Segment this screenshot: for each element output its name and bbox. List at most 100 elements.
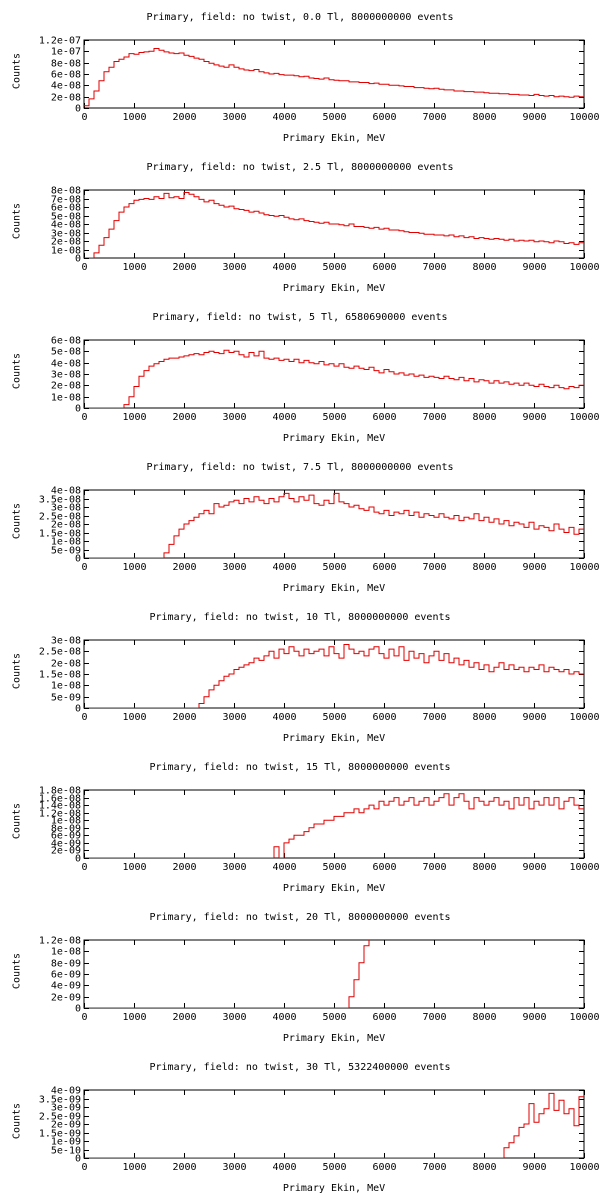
x-tick-label: 0: [81, 1012, 87, 1023]
y-tick-label: 0: [75, 254, 81, 265]
x-tick-label: 1000: [122, 1162, 146, 1173]
x-tick-label: 0: [81, 712, 87, 723]
y-tick-label: 2.5e-08: [39, 647, 81, 658]
x-tick-label: 4000: [272, 1162, 296, 1173]
y-tick-label: 0: [75, 1154, 81, 1165]
y-tick-label: 8e-09: [51, 959, 81, 970]
y-tick-label: 1.5e-08: [39, 529, 81, 540]
y-tick-label: 6e-08: [51, 203, 81, 214]
y-tick-label: 0: [75, 704, 81, 715]
y-tick-label: 4e-08: [51, 220, 81, 231]
y-tick-label: 1.4e-08: [39, 801, 81, 812]
y-tick-label: 1e-08: [51, 537, 81, 548]
y-tick-label: 6e-08: [51, 70, 81, 81]
histogram-panel: Primary, field: no twist, 15 Tl, 8000000…: [0, 750, 600, 900]
x-tick-label: 10000: [569, 712, 599, 723]
y-tick-label: 6e-09: [51, 831, 81, 842]
x-tick-label: 1000: [122, 262, 146, 273]
y-tick-label: 4e-09: [51, 981, 81, 992]
y-tick-label: 1e-08: [51, 681, 81, 692]
y-tick-label: 8e-08: [51, 59, 81, 70]
y-tick-label: 3.5e-09: [39, 1095, 81, 1106]
histogram-panel: Primary, field: no twist, 30 Tl, 5322400…: [0, 1050, 600, 1200]
histogram-panel: Primary, field: no twist, 20 Tl, 8000000…: [0, 900, 600, 1050]
histogram-series: [84, 644, 584, 708]
x-tick-label: 10000: [569, 112, 599, 123]
x-tick-label: 5000: [322, 562, 346, 573]
x-tick-label: 7000: [422, 1012, 446, 1023]
x-tick-label: 4000: [272, 262, 296, 273]
y-tick-label: 1.8e-08: [39, 786, 81, 797]
x-axis-label: Primary Ekin, MeV: [282, 283, 386, 294]
x-tick-label: 4000: [272, 1012, 296, 1023]
y-axis-label: Counts: [11, 202, 23, 240]
y-axis-label: Counts: [11, 802, 23, 840]
histogram-chart: 01e-082e-083e-084e-085e-086e-087e-088e-0…: [51, 186, 600, 274]
x-tick-label: 7000: [422, 862, 446, 873]
x-tick-label: 1000: [122, 712, 146, 723]
x-tick-label: 8000: [472, 712, 496, 723]
x-tick-label: 2000: [172, 562, 196, 573]
y-axis-label: Counts: [11, 352, 23, 390]
x-tick-label: 4000: [272, 862, 296, 873]
y-tick-label: 1.6e-08: [39, 794, 81, 805]
y-tick-label: 1e-08: [51, 947, 81, 958]
y-tick-label: 3e-08: [51, 503, 81, 514]
x-tick-label: 8000: [472, 562, 496, 573]
y-tick-label: 1.2e-08: [39, 809, 81, 820]
histogram-panel: Primary, field: no twist, 2.5 Tl, 800000…: [0, 150, 600, 300]
x-tick-label: 2000: [172, 712, 196, 723]
x-tick-label: 6000: [372, 712, 396, 723]
x-tick-label: 6000: [372, 112, 396, 123]
y-tick-label: 4e-09: [51, 839, 81, 850]
plot-title: Primary, field: no twist, 7.5 Tl, 800000…: [146, 462, 454, 473]
x-tick-label: 8000: [472, 1012, 496, 1023]
x-axis-label: Primary Ekin, MeV: [282, 583, 386, 594]
x-tick-label: 8000: [472, 862, 496, 873]
x-tick-label: 9000: [522, 262, 546, 273]
y-tick-label: 5e-09: [51, 693, 81, 704]
x-tick-label: 3000: [222, 112, 246, 123]
y-tick-label: 0: [75, 404, 81, 415]
plot-title: Primary, field: no twist, 2.5 Tl, 800000…: [146, 162, 454, 173]
x-tick-label: 5000: [322, 1162, 346, 1173]
x-tick-label: 10000: [569, 412, 599, 423]
x-tick-label: 10000: [569, 862, 599, 873]
x-tick-label: 1000: [122, 412, 146, 423]
y-tick-label: 5e-08: [51, 212, 81, 223]
x-tick-label: 9000: [522, 1162, 546, 1173]
x-tick-label: 9000: [522, 112, 546, 123]
y-tick-label: 3e-08: [51, 370, 81, 381]
y-tick-label: 1.5e-09: [39, 1129, 81, 1140]
histogram-panel: Primary, field: no twist, 5 Tl, 65806900…: [0, 300, 600, 450]
y-tick-label: 1.2e-08: [39, 936, 81, 947]
x-tick-label: 7000: [422, 562, 446, 573]
y-tick-label: 1.5e-08: [39, 670, 81, 681]
x-tick-label: 9000: [522, 412, 546, 423]
x-tick-label: 5000: [322, 862, 346, 873]
x-tick-label: 8000: [472, 112, 496, 123]
x-tick-label: 7000: [422, 262, 446, 273]
x-tick-label: 8000: [472, 262, 496, 273]
y-tick-label: 5e-09: [51, 546, 81, 557]
x-tick-label: 1000: [122, 1012, 146, 1023]
x-tick-label: 0: [81, 412, 87, 423]
x-tick-label: 4000: [272, 562, 296, 573]
y-tick-label: 2e-09: [51, 1120, 81, 1131]
y-tick-label: 2e-08: [51, 520, 81, 531]
histogram-chart: 05e-101e-091.5e-092e-092.5e-093e-093.5e-…: [39, 1086, 600, 1174]
plot-frame: [83, 339, 585, 409]
x-tick-label: 7000: [422, 712, 446, 723]
histogram-panel: Primary, field: no twist, 0.0 Tl, 800000…: [0, 0, 600, 150]
x-tick-label: 5000: [322, 112, 346, 123]
x-tick-label: 10000: [569, 1012, 599, 1023]
plot-frame: [83, 939, 585, 1009]
y-axis-label: Counts: [11, 652, 23, 690]
plot-frame: [83, 789, 585, 859]
x-tick-label: 8000: [472, 412, 496, 423]
x-tick-label: 1000: [122, 862, 146, 873]
